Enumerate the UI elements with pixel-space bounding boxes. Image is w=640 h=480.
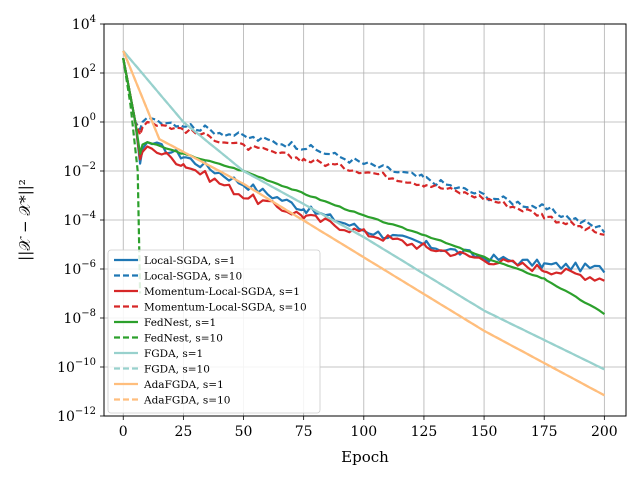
series-line-10 (122, 50, 605, 397)
y-axis-label: ||𝒳 − 𝒳*||² (16, 179, 34, 261)
legend-box (107, 249, 321, 414)
legend-label: Local-SGDA, s=1 (144, 255, 235, 267)
x-tick-label: 150 (471, 424, 498, 440)
y-tick-label: 10−4 (63, 210, 96, 229)
series-line-1 (122, 57, 606, 274)
x-tick-label: 200 (591, 424, 618, 440)
y-tick-label: 10−2 (63, 161, 96, 180)
x-tick-label: 100 (350, 424, 377, 440)
y-tick-label: 102 (72, 63, 96, 82)
legend-label: FGDA, s=10 (144, 364, 210, 376)
y-tick-label: 10−12 (57, 406, 96, 425)
series-lines (122, 50, 606, 397)
legend-label: Local-SGDA, s=10 (144, 271, 242, 283)
legend-label: Momentum-Local-SGDA, s=1 (144, 286, 300, 298)
x-tick-label: 75 (295, 424, 313, 440)
legend-label: Momentum-Local-SGDA, s=10 (144, 302, 307, 314)
x-tick-label: 25 (174, 424, 192, 440)
x-tick-label: 50 (235, 424, 253, 440)
x-axis-label: Epoch (341, 448, 389, 466)
axis-ticks: 0 25 50 75 100 125 150 175 200 104 102 100 10−2 10−4 1… (57, 14, 618, 440)
x-tick-label: 175 (531, 424, 558, 440)
y-tick-label: 10−6 (63, 259, 96, 278)
legend-label: AdaFGDA, s=1 (143, 379, 224, 391)
legend-label: AdaFGDA, s=10 (143, 395, 230, 407)
series-line-2 (122, 57, 606, 234)
y-tick-label: 104 (72, 14, 96, 33)
legend: Local-SGDA, s=1 Local-SGDA, s=10 Momentum-… (107, 249, 321, 414)
legend-label: FGDA, s=1 (144, 348, 203, 360)
series-line-3 (122, 57, 605, 282)
legend-label: FedNest, s=1 (144, 317, 216, 329)
x-tick-label: 125 (411, 424, 438, 440)
series-line-8 (122, 50, 605, 371)
x-tick-label: 0 (119, 424, 128, 440)
series-line-6 (122, 58, 142, 294)
legend-label: FedNest, s=10 (144, 333, 223, 345)
y-tick-label: 10−10 (57, 357, 96, 376)
y-tick-label: 10−8 (63, 308, 96, 327)
y-tick-label: 100 (72, 112, 96, 131)
